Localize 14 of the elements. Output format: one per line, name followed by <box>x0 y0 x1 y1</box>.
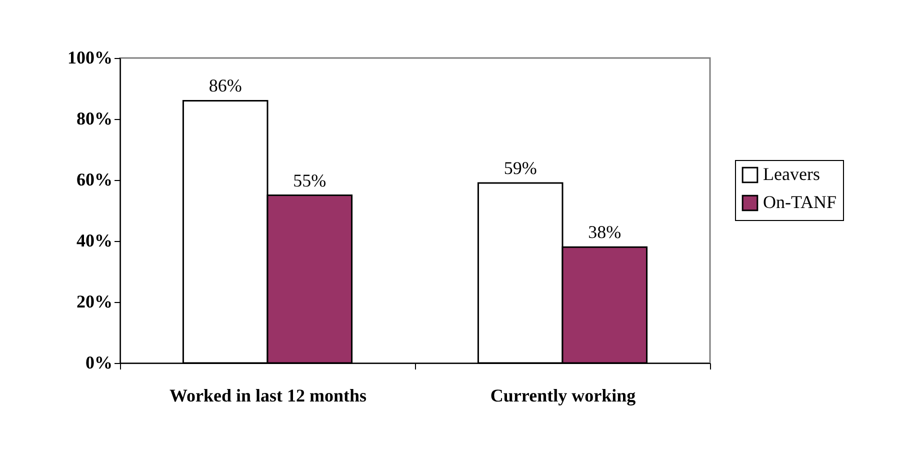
y-tick-label: 40% <box>76 230 112 250</box>
data-label: 86% <box>208 76 242 96</box>
x-tick-label: Currently working <box>490 386 636 406</box>
legend-label: On-TANF <box>763 192 837 212</box>
x-tick-label: Worked in last 12 months <box>169 386 367 406</box>
y-tick-label: 0% <box>86 352 112 372</box>
data-label: 55% <box>293 170 326 190</box>
y-tick-label: 60% <box>76 170 112 190</box>
legend-label: Leavers <box>763 164 820 184</box>
data-label: 59% <box>504 158 537 178</box>
y-tick-label: 100% <box>68 48 112 68</box>
y-tick-label: 20% <box>76 292 112 312</box>
data-label: 38% <box>588 222 622 242</box>
y-tick-label: 80% <box>76 108 112 128</box>
